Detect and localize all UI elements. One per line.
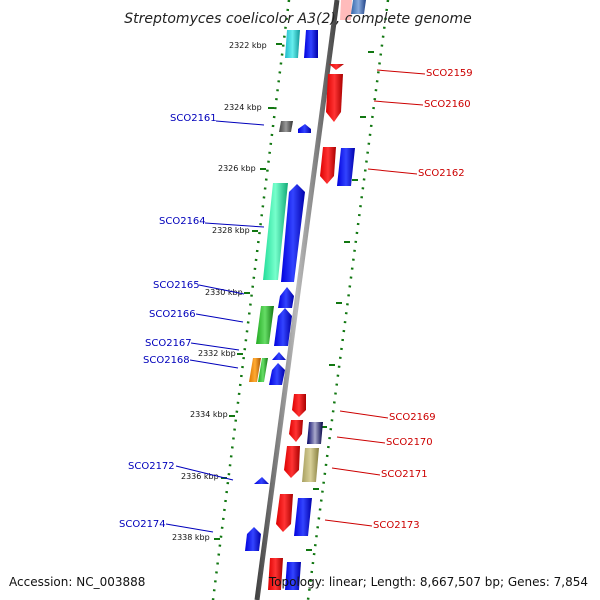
gene-arrow-sco2169 bbox=[292, 394, 306, 417]
gene-label-sco2173[interactable]: SCO2173 bbox=[373, 520, 420, 531]
gene-arrow bbox=[304, 30, 318, 58]
gene-arrow-sco2161 bbox=[279, 121, 293, 132]
gene-arrow-sco2168 bbox=[249, 358, 261, 382]
gene-label-sco2161[interactable]: SCO2161 bbox=[170, 113, 217, 124]
gene-label-sco2171[interactable]: SCO2171 bbox=[381, 469, 428, 480]
left-gene-labels: SCO2161 SCO2164 SCO2165 SCO2166 SCO2167 … bbox=[119, 113, 265, 533]
gene-arrow bbox=[351, 0, 366, 14]
gene-arrow-sco2172 bbox=[254, 477, 269, 484]
gene-label-sco2159[interactable]: SCO2159 bbox=[426, 68, 473, 79]
gene-arrow-sco2171 bbox=[284, 446, 300, 478]
gene-label-sco2174[interactable]: SCO2174 bbox=[119, 519, 166, 530]
gene-arrow bbox=[340, 0, 352, 20]
genome-info-text: Topology: linear; Length: 8,667,507 bp; … bbox=[268, 575, 588, 589]
gene-arrow-sco2164 bbox=[263, 183, 288, 280]
gene-arrow bbox=[269, 363, 285, 385]
gene-arrow-sco2165 bbox=[278, 287, 294, 308]
ruler-label: 2322 kbp bbox=[229, 41, 267, 50]
gene-arrow bbox=[298, 124, 311, 133]
gene-label-sco2172[interactable]: SCO2172 bbox=[128, 461, 175, 472]
left-strand-border bbox=[211, 0, 291, 600]
gene-arrow bbox=[307, 422, 323, 444]
leader-line bbox=[175, 465, 234, 481]
gene-arrow-sco2173 bbox=[276, 494, 293, 532]
gene-label-sco2166[interactable]: SCO2166 bbox=[149, 309, 196, 320]
map-title: Streptomyces coelicolor A3(2), complete … bbox=[124, 11, 472, 27]
ruler-label: 2334 kbp bbox=[190, 410, 228, 419]
gene-label-sco2162[interactable]: SCO2162 bbox=[418, 168, 465, 179]
gene-arrow bbox=[274, 308, 292, 346]
gene-arrow-sco2174 bbox=[245, 527, 261, 551]
leader-line bbox=[367, 168, 418, 175]
gene-arrow-sco2166 bbox=[256, 306, 274, 344]
gene-arrow-sco2170 bbox=[289, 420, 303, 442]
ruler-label: 2328 kbp bbox=[212, 226, 250, 235]
leader-line bbox=[195, 313, 244, 323]
gene-arrow bbox=[268, 558, 283, 590]
gene-features bbox=[245, 0, 366, 590]
gene-label-sco2170[interactable]: SCO2170 bbox=[386, 437, 433, 448]
ruler-label: 2332 kbp bbox=[198, 349, 236, 358]
gene-label-sco2168[interactable]: SCO2168 bbox=[143, 355, 190, 366]
gene-arrow bbox=[337, 148, 355, 186]
leader-line bbox=[204, 222, 265, 228]
ruler-label: 2336 kbp bbox=[181, 472, 219, 481]
leader-line bbox=[373, 100, 424, 106]
gene-label-sco2165[interactable]: SCO2165 bbox=[153, 280, 200, 291]
gene-label-sco2164[interactable]: SCO2164 bbox=[159, 216, 206, 227]
leader-line bbox=[331, 467, 381, 476]
leader-line bbox=[215, 120, 265, 126]
genome-backbone bbox=[254, 0, 340, 600]
gene-arrow bbox=[281, 184, 305, 282]
leader-line bbox=[336, 436, 386, 444]
ruler-label: 2324 kbp bbox=[224, 103, 262, 112]
ruler-label: 2330 kbp bbox=[205, 288, 243, 297]
ruler-ticks bbox=[214, 43, 374, 551]
leader-line bbox=[339, 410, 389, 419]
gene-arrow-sco2160 bbox=[326, 74, 343, 122]
ruler-label: 2326 kbp bbox=[218, 164, 256, 173]
gene-arrow-sco2167 bbox=[272, 352, 286, 360]
gene-arrow bbox=[285, 30, 300, 58]
leader-line bbox=[165, 523, 214, 533]
gene-arrow bbox=[294, 498, 312, 536]
ruler-label: 2338 kbp bbox=[172, 533, 210, 542]
gene-arrow-sco2162 bbox=[320, 147, 336, 184]
right-strand-border bbox=[306, 0, 390, 600]
gene-label-sco2160[interactable]: SCO2160 bbox=[424, 99, 471, 110]
gene-label-sco2169[interactable]: SCO2169 bbox=[389, 412, 436, 423]
leader-line bbox=[190, 342, 240, 351]
gene-label-sco2167[interactable]: SCO2167 bbox=[145, 338, 192, 349]
leader-line bbox=[198, 284, 245, 295]
gene-arrow bbox=[258, 358, 268, 382]
accession-text: Accession: NC_003888 bbox=[9, 575, 145, 589]
gene-arrow bbox=[285, 562, 301, 590]
right-gene-labels: SCO2159 SCO2160 SCO2162 SCO2169 SCO2170 … bbox=[324, 68, 473, 531]
gene-arrow bbox=[302, 448, 319, 482]
leader-line bbox=[189, 359, 239, 369]
gene-arrow-sco2159 bbox=[329, 64, 344, 70]
leader-line bbox=[324, 519, 373, 527]
leader-line bbox=[376, 69, 426, 75]
